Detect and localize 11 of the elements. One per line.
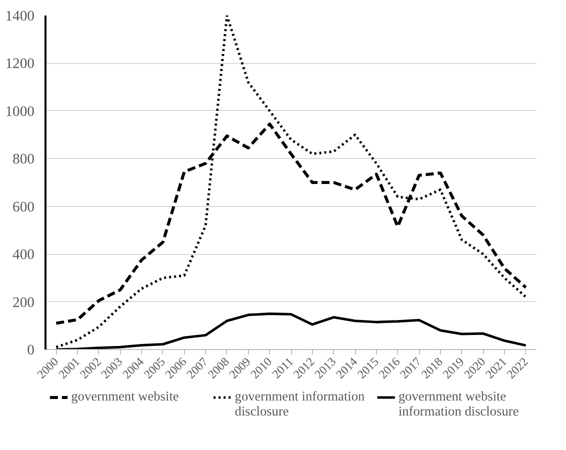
legend-label: government website bbox=[71, 388, 179, 404]
legend-label: government website information disclosure bbox=[398, 388, 519, 418]
y-tick-label: 1000 bbox=[5, 104, 34, 120]
y-tick-label: 600 bbox=[12, 199, 34, 216]
y-tick-label: 1200 bbox=[5, 56, 34, 72]
legend-label: government information disclosure bbox=[234, 388, 366, 418]
y-tick-label: 200 bbox=[12, 294, 34, 311]
y-tick-label: 1400 bbox=[5, 8, 34, 24]
y-tick-label: 800 bbox=[12, 152, 34, 168]
y-tick-label: 400 bbox=[12, 247, 34, 264]
y-tick-label: 0 bbox=[27, 342, 34, 358]
